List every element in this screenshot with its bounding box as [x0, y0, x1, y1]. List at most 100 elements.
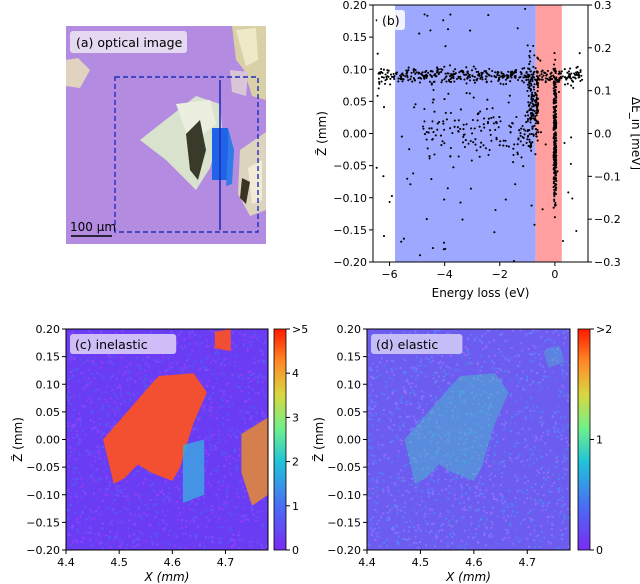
scatter-point — [508, 94, 511, 97]
scatter-point — [449, 155, 452, 158]
scatter-point — [456, 126, 459, 129]
panel-c-inelastic-heatmap: 4.4 4.5 4.6 4.7 −0.20 −0.15 −0.10 −0.05 0.00 0.05… — [11, 323, 308, 584]
scatter-point — [552, 89, 555, 92]
scatter-point — [430, 178, 433, 181]
scatter-point — [502, 139, 505, 142]
colorbar-tick-label: 4 — [292, 367, 299, 380]
scatter-point — [534, 153, 537, 156]
scatter-point — [532, 86, 535, 89]
scatter-point — [427, 131, 430, 134]
scatter-point — [495, 75, 498, 79]
scatter-point — [543, 71, 546, 74]
scatter-point — [548, 76, 551, 79]
scatter-point — [510, 76, 513, 79]
scatter-point — [472, 65, 475, 68]
scatter-point — [424, 71, 427, 74]
scatter-point — [551, 77, 554, 81]
x-axis-label: X (mm) — [144, 570, 190, 584]
scatter-point — [417, 72, 420, 75]
scatter-point — [392, 75, 395, 79]
scatter-point — [402, 78, 405, 81]
scatter-point — [436, 66, 439, 69]
scatter-point — [528, 54, 531, 57]
scatter-point — [525, 121, 528, 124]
scatter-point — [537, 57, 540, 60]
scatter-point — [418, 254, 422, 257]
scatter-point — [498, 76, 501, 79]
scatter-point — [532, 76, 535, 79]
y-tick-label: 0.00 — [337, 434, 362, 447]
x-tick-label: 4.6 — [465, 556, 483, 569]
scatter-point — [397, 80, 400, 83]
scatter-point — [421, 125, 425, 128]
scatter-point — [555, 96, 558, 99]
scatter-point — [400, 240, 403, 243]
scatter-point — [377, 87, 380, 90]
scatter-point — [536, 120, 539, 123]
colorbar-tick-label: 1 — [596, 434, 603, 447]
scatter-point — [554, 67, 557, 70]
scatter-point — [444, 45, 447, 48]
scatter-point — [389, 77, 392, 80]
scatter-point — [432, 88, 435, 92]
scatter-point — [466, 70, 469, 73]
scatter-point — [552, 67, 555, 70]
scatter-point — [463, 133, 466, 136]
scatter-point — [483, 126, 486, 129]
panel-label: (c) inelastic — [75, 337, 148, 352]
scatter-point — [423, 13, 426, 16]
scatter-point — [495, 138, 498, 141]
scatter-point — [465, 73, 468, 76]
y-axis-label: Z̃ (mm) — [315, 111, 329, 156]
scatter-point — [376, 94, 379, 97]
x-tick-label: −4 — [437, 268, 453, 281]
scatter-point — [533, 83, 536, 86]
scatter-point — [425, 131, 428, 134]
scatter-point — [465, 82, 468, 85]
scatter-point — [410, 71, 413, 74]
scatter-point — [525, 141, 528, 144]
scatter-point — [535, 81, 539, 84]
scatter-point — [443, 142, 446, 145]
scatter-point — [569, 67, 572, 70]
scatter-point — [450, 73, 453, 76]
scatter-point — [575, 73, 578, 76]
scatter-point — [572, 86, 575, 89]
scatter-point — [433, 80, 436, 83]
scatter-point — [386, 75, 389, 78]
scatter-point — [505, 144, 508, 147]
scatter-point — [538, 78, 541, 81]
scatter-point — [537, 103, 540, 106]
scatter-point — [528, 129, 531, 132]
scatter-point — [507, 76, 510, 79]
scatter-point — [467, 72, 470, 75]
y-right-tick-label: 0.0 — [594, 128, 612, 141]
scatter-point — [532, 65, 535, 68]
scatter-point — [470, 69, 474, 72]
scatter-point — [499, 140, 502, 143]
scatter-point — [501, 74, 504, 77]
scatter-point — [392, 72, 395, 75]
scatter-point — [528, 140, 531, 143]
scatter-point — [554, 109, 557, 112]
scatter-point — [380, 67, 383, 71]
scatter-point — [555, 179, 558, 183]
scatter-point — [481, 71, 484, 74]
scatter-point — [553, 83, 556, 86]
scatter-point — [542, 74, 545, 77]
scatter-point — [397, 77, 400, 80]
scatter-point — [552, 75, 555, 79]
scatter-point — [441, 140, 444, 143]
y-tick-label: −0.10 — [327, 489, 361, 502]
scatter-point — [490, 139, 493, 142]
scatter-point — [555, 183, 558, 186]
scatter-point — [435, 75, 438, 78]
scatter-point — [465, 92, 468, 95]
scatter-point — [519, 134, 522, 137]
scatter-point — [467, 142, 470, 145]
scatter-point — [532, 73, 535, 76]
scatter-point — [570, 72, 573, 75]
scatter-point — [504, 198, 507, 201]
scatter-point — [579, 79, 582, 83]
scatter-point — [530, 84, 533, 87]
